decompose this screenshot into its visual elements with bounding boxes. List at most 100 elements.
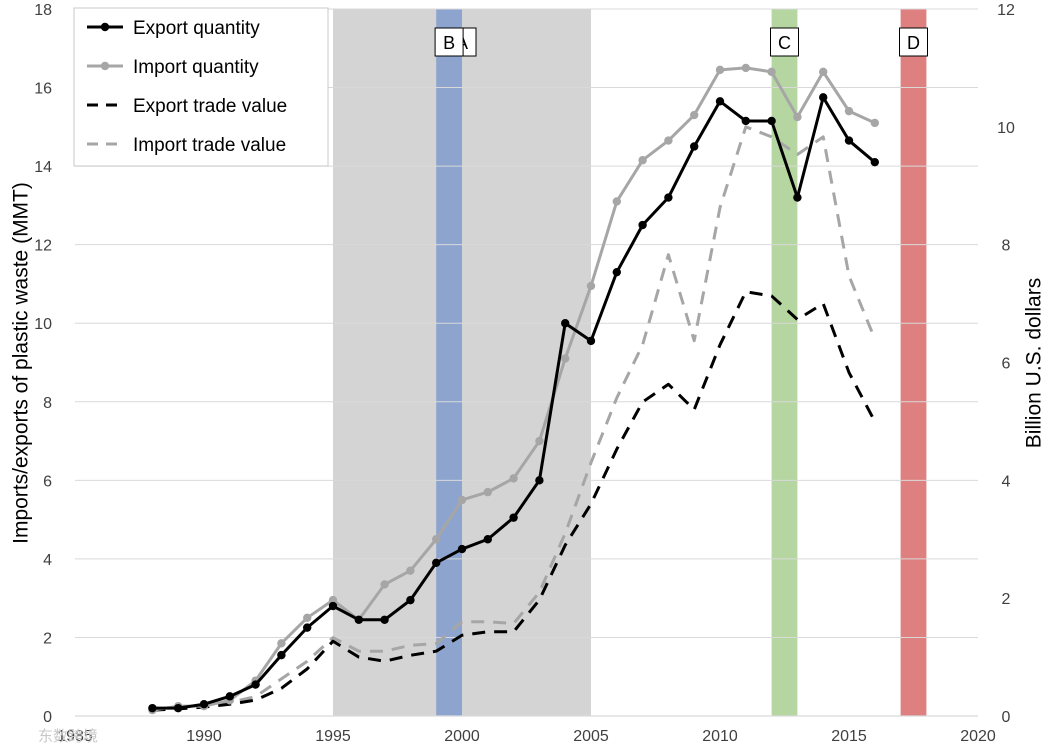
legend-label-import-trade-value: Import trade value <box>133 135 286 156</box>
x-tick-label: 1995 <box>315 728 351 745</box>
legend-marker-export-quantity <box>100 22 110 32</box>
data-point-export-quantity <box>354 615 363 624</box>
data-point-export-quantity <box>586 336 596 346</box>
series-line-export-trade-value <box>152 290 877 712</box>
watermark-text: 东数跨境 <box>38 727 98 745</box>
data-point-import-quantity <box>561 354 570 363</box>
y-right-tick-label: 8 <box>1002 238 1011 255</box>
shaded-period-c <box>771 9 798 716</box>
data-point-import-quantity <box>767 67 776 77</box>
data-point-export-quantity <box>638 220 647 230</box>
data-point-export-quantity <box>199 700 209 709</box>
y-right-tick-label: 4 <box>1002 473 1011 490</box>
period-label-d: D <box>907 33 920 53</box>
period-label-box-c <box>770 27 799 57</box>
data-point-import-quantity <box>277 639 286 648</box>
data-point-import-quantity <box>328 595 338 605</box>
data-point-export-quantity <box>561 319 570 328</box>
data-point-import-quantity <box>741 63 750 73</box>
data-point-export-quantity <box>328 601 338 611</box>
y-left-tick-label: 14 <box>34 159 52 176</box>
data-point-import-quantity <box>612 197 621 206</box>
legend-box <box>73 7 329 167</box>
period-label-box-b <box>434 27 464 57</box>
data-point-import-quantity <box>690 110 699 120</box>
y-left-tick-label: 8 <box>43 395 52 412</box>
legend-marker-import-quantity <box>100 61 110 71</box>
data-point-export-quantity <box>225 692 234 701</box>
y-left-tick-label: 0 <box>43 709 52 726</box>
series-group <box>148 63 879 715</box>
x-tick-label: 2005 <box>573 728 609 745</box>
data-point-export-quantity <box>612 267 621 277</box>
y-left-tick-label: 6 <box>43 473 52 490</box>
data-point-export-quantity <box>251 680 260 689</box>
data-point-export-quantity <box>870 157 879 167</box>
y-left-tick-label: 18 <box>34 2 52 19</box>
y-right-tick-label: 6 <box>1002 356 1011 373</box>
data-point-import-quantity <box>380 580 389 589</box>
data-point-export-quantity <box>483 535 492 544</box>
data-point-export-quantity <box>664 193 673 202</box>
data-point-import-quantity <box>638 156 647 165</box>
data-point-export-quantity <box>432 558 441 568</box>
data-point-import-quantity <box>303 613 312 623</box>
data-point-export-quantity <box>793 193 802 202</box>
axes: 1985 1990 1995 2000 2005 2010 2015 202002468101… <box>34 2 1015 745</box>
data-point-export-quantity <box>277 650 286 660</box>
y-left-tick-label: 2 <box>43 630 52 647</box>
data-point-import-quantity <box>715 65 725 75</box>
data-point-export-quantity <box>741 116 750 126</box>
data-point-import-quantity <box>844 106 854 116</box>
y-left-tick-label: 12 <box>34 238 52 255</box>
data-point-export-quantity <box>148 703 157 713</box>
data-point-import-quantity <box>664 136 673 145</box>
data-point-import-quantity <box>483 487 492 497</box>
data-point-import-quantity <box>819 67 828 77</box>
x-tick-label: 1990 <box>186 728 222 745</box>
period-label-b: B <box>443 33 455 53</box>
x-tick-label: 1985 <box>57 728 93 745</box>
data-point-import-quantity <box>406 566 415 575</box>
x-tick-label: 2015 <box>831 728 867 745</box>
period-label-c: C <box>778 33 791 53</box>
data-point-import-quantity <box>793 112 802 122</box>
y-left-tick-label: 4 <box>43 552 52 569</box>
y-axis-left-title: Imports/exports of plastic waste (MMT) <box>10 182 33 544</box>
data-point-import-quantity <box>432 535 441 544</box>
data-point-import-quantity <box>870 118 879 128</box>
shaded-period-d <box>900 9 927 716</box>
data-point-export-quantity <box>380 615 389 624</box>
period-label-box-d <box>899 27 928 57</box>
y-left-tick-label: 10 <box>34 316 52 333</box>
data-point-import-quantity <box>586 281 596 291</box>
data-point-export-quantity <box>535 476 544 485</box>
legend-label-export-quantity: Export quantity <box>133 18 260 39</box>
x-tick-label: 2000 <box>444 728 480 745</box>
y-right-tick-label: 0 <box>1002 709 1011 726</box>
y-left-tick-label: 16 <box>34 81 52 98</box>
legend: Export quantity Import quantity Export tra… <box>73 7 329 167</box>
data-point-export-quantity <box>303 623 312 632</box>
shaded-periods <box>333 9 927 716</box>
legend-label-import-quantity: Import quantity <box>133 57 259 78</box>
y-right-tick-label: 12 <box>997 2 1015 19</box>
y-right-tick-label: 2 <box>1002 591 1011 608</box>
data-point-import-quantity <box>457 495 467 505</box>
data-point-export-quantity <box>174 703 183 713</box>
data-point-export-quantity <box>715 97 725 106</box>
x-tick-label: 2020 <box>960 728 996 745</box>
data-point-export-quantity <box>767 116 776 126</box>
y-right-tick-label: 10 <box>997 120 1015 137</box>
shaded-period-labels: ABCD <box>434 27 928 57</box>
y-axis-right-title: Billion U.S. dollars <box>1023 278 1046 448</box>
data-point-export-quantity <box>819 93 828 102</box>
data-point-export-quantity <box>690 142 699 151</box>
data-point-export-quantity <box>406 595 415 605</box>
data-point-export-quantity <box>457 544 467 554</box>
data-point-import-quantity <box>535 436 544 446</box>
legend-label-export-trade-value: Export trade value <box>133 96 287 117</box>
x-tick-label: 2010 <box>702 728 738 745</box>
